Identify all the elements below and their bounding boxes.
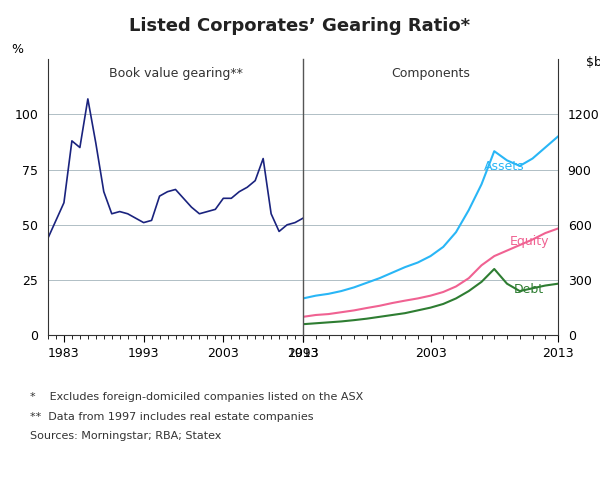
Text: Assets: Assets <box>484 160 524 173</box>
Y-axis label: $b: $b <box>586 56 600 70</box>
Text: Debt: Debt <box>514 283 544 296</box>
Text: Components: Components <box>391 68 470 80</box>
Text: Equity: Equity <box>509 235 549 248</box>
Text: Listed Corporates’ Gearing Ratio*: Listed Corporates’ Gearing Ratio* <box>130 16 470 35</box>
Text: Sources: Morningstar; RBA; Statex: Sources: Morningstar; RBA; Statex <box>30 431 221 441</box>
Text: **  Data from 1997 includes real estate companies: ** Data from 1997 includes real estate c… <box>30 412 314 422</box>
Text: Book value gearing**: Book value gearing** <box>109 68 242 80</box>
Y-axis label: %: % <box>11 43 23 56</box>
Text: *    Excludes foreign-domiciled companies listed on the ASX: * Excludes foreign-domiciled companies l… <box>30 392 363 402</box>
